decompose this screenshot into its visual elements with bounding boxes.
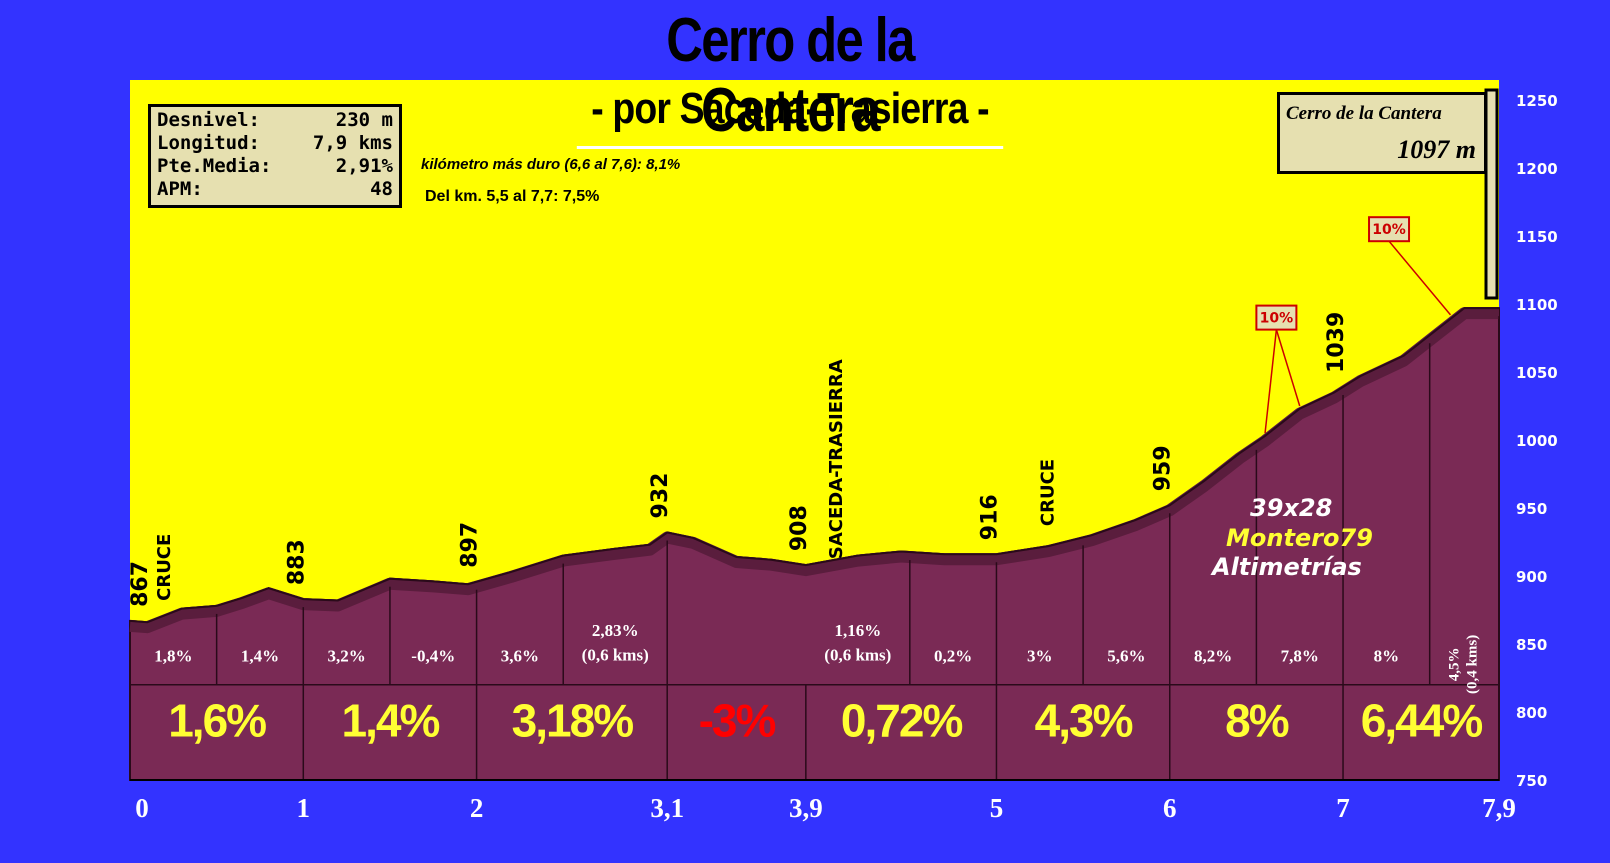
x-tick-label: 5 xyxy=(990,793,1004,823)
average-grade: -3% xyxy=(699,694,776,746)
segment-grade: 2,83% xyxy=(592,621,639,640)
author-label: Montero79 xyxy=(1226,524,1373,552)
gear-label: 39x28 xyxy=(1250,494,1333,522)
segment-grade: 1,4% xyxy=(241,647,279,666)
average-grade: 6,44% xyxy=(1361,694,1483,746)
chart-subtitle: - por Saceda-Trasierra - xyxy=(591,84,989,133)
stat-row: APM: 48 xyxy=(157,178,393,201)
profile-layer: 4,5% (0,4 kms) xyxy=(129,307,1500,781)
segment-grade: 8% xyxy=(1374,647,1400,666)
segment-grade: 1,16% xyxy=(834,621,881,640)
brand-label: Altimetrías xyxy=(1212,553,1362,581)
stat-row: Desnivel: 230 m xyxy=(157,109,393,132)
x-tick-label: 7,9 xyxy=(1482,793,1516,823)
stat-label: Pte.Media: xyxy=(157,155,272,177)
stat-value: 48 xyxy=(370,178,393,200)
x-tick-label: 3,9 xyxy=(789,793,823,823)
elevation-label: 897 xyxy=(458,522,483,568)
elevation-label: 932 xyxy=(648,473,673,519)
stat-value: 230 m xyxy=(335,109,393,131)
stats-box: Desnivel: 230 m Longitud: 7,9 kms Pte.Medi… xyxy=(148,104,402,208)
stat-label: Desnivel: xyxy=(157,109,260,131)
elevation-label: 908 xyxy=(787,505,812,551)
stat-value: 2,91% xyxy=(335,155,393,177)
callout-leader xyxy=(1275,329,1301,407)
callout-leader xyxy=(1264,329,1278,434)
y-tick-label: 1050 xyxy=(1516,364,1558,382)
segment-grade: -0,4% xyxy=(411,647,455,666)
x-tick-label: 6 xyxy=(1163,793,1177,823)
callout-box xyxy=(1255,304,1298,331)
segment-length: (0,6 kms) xyxy=(824,645,891,664)
x-tick-label: 7 xyxy=(1336,793,1350,823)
y-tick-label: 950 xyxy=(1516,500,1547,518)
segment-grade: 8,2% xyxy=(1194,647,1232,666)
chart-title: Cerro de la Cantera xyxy=(576,6,1004,149)
place-label: SACEDA-TRASIERRA xyxy=(826,359,847,559)
callout-label: 10% xyxy=(1372,222,1406,238)
stat-label: APM: xyxy=(157,178,203,200)
x-tick-label: 3,1 xyxy=(650,793,684,823)
place-label: CRUCE xyxy=(154,534,175,601)
elevation-label: 959 xyxy=(1151,445,1176,491)
stat-value: 7,9 kms xyxy=(312,132,393,154)
y-tick-label: 750 xyxy=(1516,772,1547,790)
callout-leader xyxy=(1388,240,1452,316)
average-grade: 1,6% xyxy=(168,694,266,746)
y-tick-label: 1100 xyxy=(1516,296,1558,314)
x-tick-label: 2 xyxy=(470,793,484,823)
callout-box xyxy=(1368,216,1411,243)
x-tick-label: 1 xyxy=(297,793,311,823)
stat-row: Pte.Media: 2,91% xyxy=(157,155,393,178)
stat-label: Longitud: xyxy=(157,132,260,154)
hardest-km-note: kilómetro más duro (6,6 al 7,6): 8,1% xyxy=(421,156,681,173)
segment-grade: 3,6% xyxy=(501,647,539,666)
average-grade: 4,3% xyxy=(1035,694,1133,746)
y-tick-label: 1250 xyxy=(1516,92,1558,110)
y-tick-label: 800 xyxy=(1516,704,1547,722)
labels-layer: 1,8% 1,4% 3,2% -0,4% 3,6% 2,83% (0,6 kms) 1,16%… xyxy=(128,88,1558,823)
stat-row: Longitud: 7,9 kms xyxy=(157,132,393,155)
average-grade: 3,18% xyxy=(512,694,634,746)
segment-length: (0,6 kms) xyxy=(582,645,649,664)
average-grade: 1,4% xyxy=(342,694,440,746)
average-grade: 0,72% xyxy=(841,694,963,746)
y-tick-label: 1200 xyxy=(1516,160,1558,178)
summit-elevation: 1097 m xyxy=(1397,135,1476,164)
y-tick-label: 1150 xyxy=(1516,228,1558,246)
segment-grade: 7,8% xyxy=(1281,647,1319,666)
x-tick-label: 0 xyxy=(135,793,149,823)
segment-grade: 1,8% xyxy=(154,647,192,666)
average-grade: 8% xyxy=(1225,694,1289,746)
summit-box: Cerro de la Cantera 1097 m xyxy=(1277,92,1487,174)
summit-pole xyxy=(1484,88,1499,300)
place-label: CRUCE xyxy=(1037,459,1058,526)
profile-crust xyxy=(129,307,1499,634)
y-tick-label: 1000 xyxy=(1516,432,1558,450)
segment-grade-group: 4,5% (0,4 kms) xyxy=(1446,635,1480,694)
profile-outline xyxy=(129,307,1499,624)
elevation-label: 1039 xyxy=(1324,312,1349,373)
segment-grade: 0,2% xyxy=(934,647,972,666)
segment-grade: 4,5% xyxy=(1446,648,1462,682)
y-tick-label: 900 xyxy=(1516,568,1547,586)
segment-grade: 3,2% xyxy=(327,647,365,666)
elevation-label: 916 xyxy=(977,494,1002,540)
elevation-label: 883 xyxy=(284,539,309,585)
callout-label: 10% xyxy=(1260,311,1294,327)
summit-name: Cerro de la Cantera xyxy=(1286,103,1442,124)
stretch-note: Del km. 5,5 al 7,7: 7,5% xyxy=(425,188,600,205)
segment-length: (0,4 kms) xyxy=(1464,635,1480,694)
segment-grade: 3% xyxy=(1027,647,1053,666)
elevation-label: 867 xyxy=(128,561,153,607)
y-tick-label: 850 xyxy=(1516,636,1547,654)
segment-grade: 5,6% xyxy=(1107,647,1145,666)
